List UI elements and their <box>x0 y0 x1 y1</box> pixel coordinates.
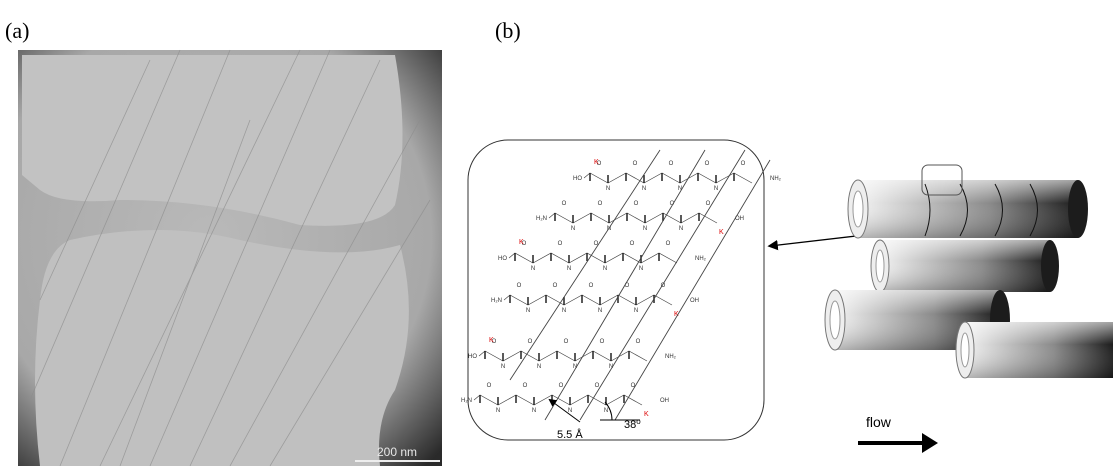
terminal-group: OH <box>660 398 669 404</box>
backbone-atom: N <box>679 226 683 232</box>
micrograph: 200 nm <box>18 49 442 466</box>
backbone-atom: O <box>595 383 600 389</box>
backbone-atom: O <box>600 339 605 345</box>
backbone-atom: N <box>537 364 541 370</box>
backbone-atom: N <box>532 408 536 414</box>
backbone-atom: O <box>487 383 492 389</box>
terminal-group: H₂N <box>461 398 472 404</box>
backbone-atom: O <box>670 201 675 207</box>
backbone-atom: N <box>526 308 530 314</box>
backbone-atom: O <box>589 283 594 289</box>
terminal-group: HO <box>498 256 507 262</box>
backbone-atom: N <box>634 308 638 314</box>
backbone-atom: O <box>517 283 522 289</box>
backbone-atom: O <box>633 161 638 167</box>
backbone-atom: N <box>567 266 571 272</box>
backbone-atom: O <box>706 201 711 207</box>
terminal-group: NH₂ <box>665 354 677 360</box>
angle-value: 38 <box>624 419 636 431</box>
backbone-atom: O <box>630 241 635 247</box>
backbone-atom: N <box>598 308 602 314</box>
angle-marker <box>600 401 640 421</box>
backbone-atom: O <box>598 201 603 207</box>
lysine-label: K <box>674 311 679 318</box>
backbone-atom: O <box>559 383 564 389</box>
backbone-atom: N <box>603 266 607 272</box>
backbone-atom: O <box>636 339 641 345</box>
backbone-atom: O <box>634 201 639 207</box>
backbone-atom: N <box>714 186 718 192</box>
backbone-atom: N <box>531 266 535 272</box>
lysine-label: K <box>519 239 524 246</box>
backbone-atom: N <box>496 408 500 414</box>
backbone-atom: O <box>669 161 674 167</box>
terminal-group: HO <box>573 176 582 182</box>
backbone-atom: O <box>553 283 558 289</box>
backbone-atom: O <box>558 241 563 247</box>
terminal-group: NH₂ <box>695 256 707 262</box>
backbone-atom: N <box>643 226 647 232</box>
spacing-arrow <box>548 398 581 423</box>
panel-label: (a) <box>5 18 29 43</box>
backbone-atom: N <box>571 226 575 232</box>
backbone-atom: O <box>625 283 630 289</box>
backbone-atom: N <box>639 266 643 272</box>
lysine-label: K <box>594 159 599 166</box>
backbone-atom: N <box>604 408 608 414</box>
lysine-label: K <box>644 411 649 418</box>
backbone-atom: N <box>609 364 613 370</box>
scale-bar-label: 200 nm <box>377 445 417 459</box>
backbone-atom: O <box>523 383 528 389</box>
terminal-group: H₂N <box>536 216 547 222</box>
backbone-atom: O <box>631 383 636 389</box>
backbone-atom: O <box>492 339 497 345</box>
backbone-atom: O <box>528 339 533 345</box>
lysine-label: K <box>719 229 724 236</box>
backbone-atom: N <box>678 186 682 192</box>
backbone-atom: N <box>606 186 610 192</box>
backbone-atom: O <box>597 161 602 167</box>
backbone-atom: O <box>661 283 666 289</box>
backbone-atom: N <box>501 364 505 370</box>
diagonals <box>509 149 771 421</box>
angle-label: 38o <box>624 417 641 431</box>
backbone-atom: O <box>564 339 569 345</box>
terminal-group: OH <box>735 216 744 222</box>
lysine-label: K <box>489 337 494 344</box>
backbone-atom: O <box>562 201 567 207</box>
backbone-atom: O <box>741 161 746 167</box>
backbone-atom: N <box>568 408 572 414</box>
angle-unit: o <box>636 417 641 426</box>
panel-label: (b) <box>495 18 521 43</box>
terminal-group: OH <box>690 298 699 304</box>
backbone-atom: N <box>573 364 577 370</box>
terminal-group: HO <box>468 354 477 360</box>
backbone-atom: N <box>642 186 646 192</box>
backbone-atom: O <box>705 161 710 167</box>
flow-arrowhead <box>922 433 938 453</box>
backbone-atom: O <box>522 241 527 247</box>
sheet-structure: HONH₂ONONONONOKH₂NOHONONONONOKHONH₂ONONO… <box>461 159 782 418</box>
structure-box <box>467 139 765 441</box>
backbone-atom: O <box>594 241 599 247</box>
backbone-atom: N <box>562 308 566 314</box>
backbone-atom: O <box>666 241 671 247</box>
fibril-tubes <box>824 164 1113 379</box>
flow-label: flow <box>866 414 892 430</box>
terminal-group: NH₂ <box>770 176 782 182</box>
spacing-label: 5.5 Å <box>557 428 583 441</box>
terminal-group: H₂N <box>491 298 502 304</box>
